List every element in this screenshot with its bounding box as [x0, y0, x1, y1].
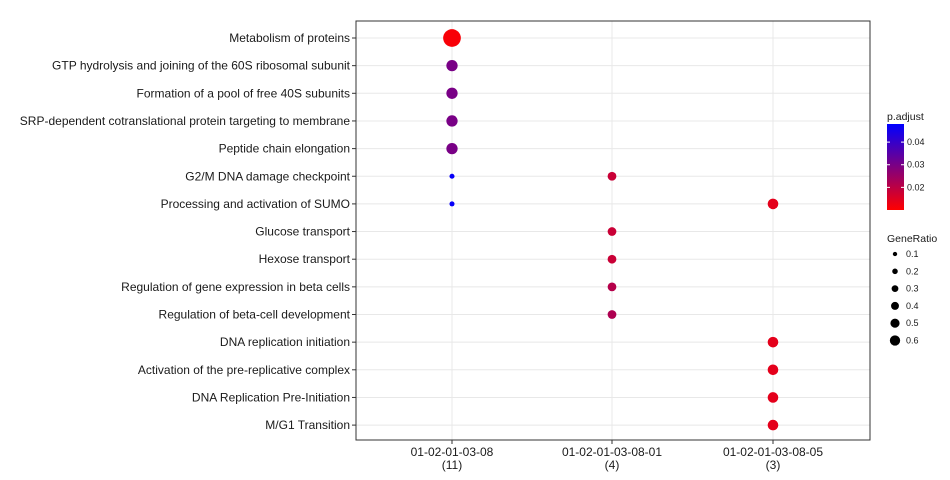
- y-tick-label: Formation of a pool of free 40S subunits: [137, 86, 350, 100]
- x-tick-count-label: (3): [766, 458, 781, 472]
- gene-ratio-legend-label: 0.3: [906, 284, 919, 294]
- plot-panel-border: [355, 20, 871, 441]
- gene-ratio-legend-dot: [889, 335, 901, 346]
- y-tick-label: GTP hydrolysis and joining of the 60S ri…: [52, 59, 351, 73]
- gene-ratio-legend: GeneRatio 0.1 0.2 0.3 0.4 0.5 0.6: [887, 233, 937, 346]
- gene-ratio-legend-dot: [891, 301, 899, 310]
- gene-ratio-legend-dot: [892, 268, 898, 275]
- y-tick-label: Processing and activation of SUMO: [161, 197, 350, 211]
- data-point: [446, 87, 458, 99]
- data-point: [607, 282, 617, 292]
- data-point: [449, 173, 455, 179]
- gene-ratio-legend-label: 0.5: [906, 318, 919, 328]
- data-point: [767, 364, 779, 376]
- colorbar-tick-label: 0.03: [907, 160, 925, 170]
- gene-ratio-legend-items: 0.1 0.2 0.3 0.4 0.5 0.6: [889, 249, 919, 346]
- data-point: [449, 201, 455, 207]
- data-point: [607, 171, 617, 181]
- gene-ratio-legend-title: GeneRatio: [887, 233, 937, 245]
- data-point: [446, 115, 458, 127]
- gene-ratio-legend-dot: [892, 251, 898, 257]
- gene-ratio-legend-label: 0.2: [906, 266, 919, 276]
- y-tick-label: Activation of the pre-replicative comple…: [138, 363, 350, 377]
- p-adjust-legend-title: p.adjust: [887, 111, 924, 123]
- y-tick-label: Regulation of beta-cell development: [159, 308, 351, 322]
- y-tick-label: Metabolism of proteins: [229, 31, 350, 45]
- p-adjust-colorbar: [887, 124, 904, 210]
- y-tick-label: Glucose transport: [255, 225, 350, 239]
- x-tick-count-label: (11): [442, 458, 462, 472]
- y-tick-label: DNA Replication Pre-Initiation: [192, 390, 350, 404]
- gene-ratio-legend-label: 0.6: [906, 336, 919, 346]
- colorbar-tick-label: 0.04: [907, 137, 925, 147]
- data-point: [607, 310, 617, 319]
- data-point: [607, 227, 617, 236]
- y-axis-ticks: Metabolism of proteins GTP hydrolysis and…: [20, 31, 356, 432]
- data-point: [767, 198, 779, 210]
- data-point: [607, 254, 617, 264]
- y-tick-label: Regulation of gene expression in beta ce…: [121, 280, 350, 294]
- x-axis-ticks: 01-02-01-03-08(11) 01-02-01-03-08-01(4) 01…: [411, 440, 823, 472]
- y-tick-label: Hexose transport: [259, 252, 351, 266]
- data-point: [446, 60, 458, 72]
- y-tick-label: Peptide chain elongation: [219, 142, 350, 156]
- data-point: [767, 336, 779, 348]
- data-points: [443, 29, 779, 431]
- y-tick-label: G2/M DNA damage checkpoint: [185, 169, 350, 183]
- gene-ratio-legend-label: 0.1: [906, 249, 919, 259]
- x-tick-label: 01-02-01-03-08-01: [562, 445, 662, 459]
- x-tick-label: 01-02-01-03-08: [411, 445, 494, 459]
- gene-ratio-legend-label: 0.4: [906, 301, 919, 311]
- y-tick-label: SRP-dependent cotranslational protein ta…: [20, 114, 351, 128]
- y-tick-label: M/G1 Transition: [265, 418, 350, 432]
- data-point: [767, 392, 779, 403]
- p-adjust-ticks: 0.02 0.03 0.04: [887, 137, 925, 192]
- data-point: [767, 419, 779, 431]
- gene-ratio-legend-dot: [890, 318, 900, 328]
- colorbar-tick-label: 0.02: [907, 182, 925, 192]
- x-tick-count-label: (4): [605, 458, 620, 472]
- x-tick-label: 01-02-01-03-08-05: [723, 445, 823, 459]
- data-point: [446, 142, 458, 155]
- y-tick-label: DNA replication initiation: [220, 335, 350, 349]
- data-point: [443, 29, 461, 47]
- p-adjust-legend: p.adjust 0.02 0.03 0.04: [887, 111, 925, 210]
- gene-ratio-legend-dot: [891, 285, 899, 292]
